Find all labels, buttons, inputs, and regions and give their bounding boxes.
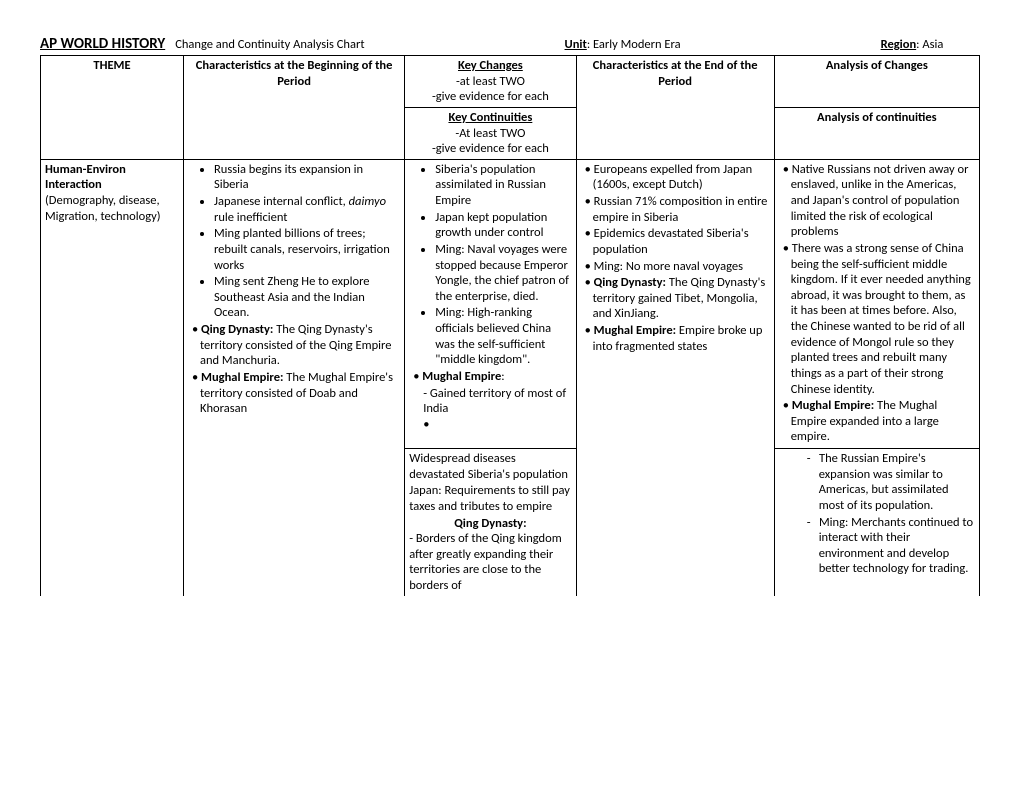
list-item: • Epidemics devastated Siberia's populat… bbox=[581, 226, 770, 257]
analysis-list: • Native Russians not driven away or ens… bbox=[779, 162, 975, 445]
main-title: AP WORLD HISTORY bbox=[40, 35, 165, 53]
beginning-list: Russia begins its expansion in SiberiaJa… bbox=[188, 162, 400, 321]
list-item: • Europeans expelled from Japan (1600s, … bbox=[581, 162, 770, 193]
analysis-chart-table: THEME Characteristics at the Beginning o… bbox=[40, 55, 980, 596]
mughal-head: • Mughal Empire: bbox=[409, 369, 571, 385]
subtitle: Change and Continuity Analysis Chart bbox=[175, 37, 364, 52]
list-item: Japan kept population growth under contr… bbox=[435, 210, 571, 241]
header-row-1: THEME Characteristics at the Beginning o… bbox=[41, 56, 980, 108]
list-item: • There was a strong sense of China bein… bbox=[779, 241, 975, 397]
data-row-upper: Human-Environ Interaction (Demography, d… bbox=[41, 159, 980, 448]
list-item: • Mughal Empire: Empire broke up into fr… bbox=[581, 323, 770, 354]
th-changes: Key Changes -at least TWO -give evidence… bbox=[405, 56, 576, 108]
list-item: Japan: Requirements to still pay taxes a… bbox=[409, 483, 571, 514]
cell-end: • Europeans expelled from Japan (1600s, … bbox=[576, 159, 774, 595]
cell-theme: Human-Environ Interaction (Demography, d… bbox=[41, 159, 184, 595]
cell-key-changes: Siberia's population assimilated in Russ… bbox=[405, 159, 576, 448]
list-item: Widespread diseases devastated Siberia's… bbox=[409, 451, 571, 482]
list-item: • Mughal Empire: The Mughal Empire expan… bbox=[779, 398, 975, 445]
cell-analysis-continuities: - The Russian Empire's expansion was sim… bbox=[774, 449, 979, 596]
list-item: - The Russian Empire's expansion was sim… bbox=[779, 451, 975, 514]
list-item: • Ming: No more naval voyages bbox=[581, 259, 770, 275]
th-theme: THEME bbox=[41, 56, 184, 108]
list-item: • Native Russians not driven away or ens… bbox=[779, 162, 975, 240]
list-item: Ming: High-ranking officials believed Ch… bbox=[435, 305, 571, 368]
list-item: Russia begins its expansion in Siberia bbox=[214, 162, 400, 193]
list-item: Ming planted billions of trees; rebuilt … bbox=[214, 226, 400, 273]
th-end: Characteristics at the End of the Period bbox=[576, 56, 774, 108]
list-item: Japanese internal conflict, daimyo rule … bbox=[214, 194, 400, 225]
cont-analysis-list: - The Russian Empire's expansion was sim… bbox=[779, 451, 975, 577]
continuities-text: Widespread diseases devastated Siberia's… bbox=[409, 451, 571, 515]
th-analysis: Analysis of Changes bbox=[774, 56, 979, 108]
header-row-2: Key Continuities -At least TWO -give evi… bbox=[41, 107, 980, 159]
unit: Unit: Early Modern Era bbox=[565, 37, 681, 52]
th-continuities: Key Continuities -At least TWO -give evi… bbox=[405, 107, 576, 159]
list-item: Ming sent Zheng He to explore Southeast … bbox=[214, 274, 400, 321]
th-beginning: Characteristics at the Beginning of the … bbox=[183, 56, 404, 108]
th-cont-analysis: Analysis of continuities bbox=[774, 107, 979, 159]
cell-key-continuities: Widespread diseases devastated Siberia's… bbox=[405, 449, 576, 596]
list-item: Siberia's population assimilated in Russ… bbox=[435, 162, 571, 209]
changes-list: Siberia's population assimilated in Russ… bbox=[409, 162, 571, 368]
cell-beginning: Russia begins its expansion in SiberiaJa… bbox=[183, 159, 404, 595]
region: Region: Asia bbox=[881, 37, 944, 52]
cell-analysis-changes: • Native Russians not driven away or ens… bbox=[774, 159, 979, 448]
list-item: • Russian 71% composition in entire empi… bbox=[581, 194, 770, 225]
list-item: • Qing Dynasty: The Qing Dynasty's terri… bbox=[581, 275, 770, 322]
document-header: AP WORLD HISTORY Change and Continuity A… bbox=[40, 35, 980, 53]
list-item: • Mughal Empire: The Mughal Empire's ter… bbox=[188, 370, 400, 417]
beginning-sublist: • Qing Dynasty: The Qing Dynasty's terri… bbox=[188, 322, 400, 417]
list-item: Ming: Naval voyages were stopped because… bbox=[435, 242, 571, 305]
list-item: • Qing Dynasty: The Qing Dynasty's terri… bbox=[188, 322, 400, 369]
end-list: • Europeans expelled from Japan (1600s, … bbox=[581, 162, 770, 355]
list-item: - Ming: Merchants continued to interact … bbox=[779, 515, 975, 578]
